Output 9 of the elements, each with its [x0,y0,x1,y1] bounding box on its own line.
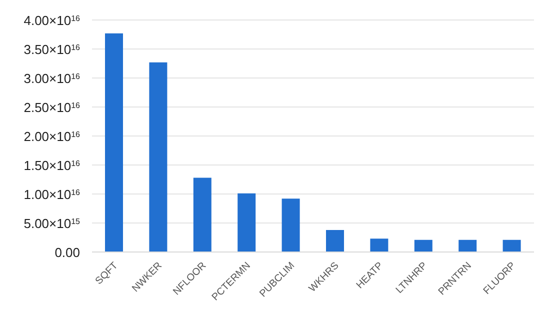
y-tick-label: 3.00×10$^{16}$ [24,71,81,86]
y-tick-label: 2.50×10$^{16}$ [24,100,81,115]
y-tick-label: 1.00×10$^{16}$ [24,187,81,202]
y-tick-label: 0.00 [54,245,80,260]
y-tick-label: 4.00×10$^{16}$ [24,13,81,28]
y-tick-label: 3.50×10$^{16}$ [24,42,81,57]
y-tick-label: 1.50×10$^{16}$ [24,158,81,173]
y-tick-label: 5.00×10$^{15}$ [24,216,81,231]
y-tick-label: 2.00×10$^{16}$ [24,129,81,144]
